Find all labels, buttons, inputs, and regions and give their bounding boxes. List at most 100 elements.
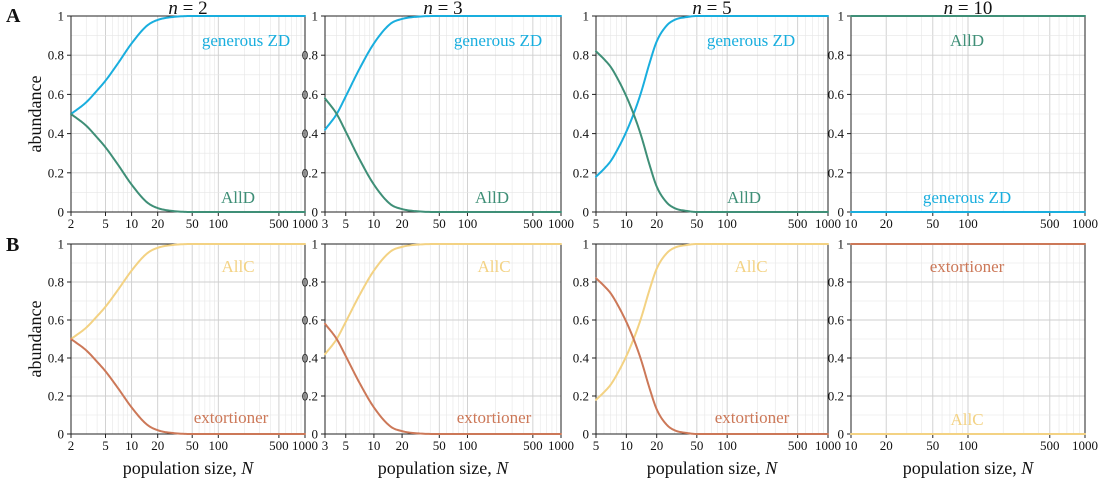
- x-tick-label: 50: [926, 438, 939, 453]
- y-tick-label: 0.2: [302, 389, 318, 404]
- y-tick-label: 1: [312, 9, 319, 24]
- y-axis-label: abundance: [25, 76, 45, 153]
- x-tick-label: 100: [209, 216, 229, 231]
- panel-b-n3: [324, 243, 562, 435]
- series-label-extortioner: extortioner: [457, 408, 532, 427]
- x-tick-label: 5: [102, 438, 109, 453]
- x-tick-label: 5: [102, 216, 109, 231]
- y-tick-label: 0.4: [302, 351, 319, 366]
- x-tick-label: 1000: [292, 216, 318, 231]
- x-tick-label: 100: [958, 216, 978, 231]
- y-tick-label: 0.8: [828, 48, 844, 63]
- series-line-extortioner: [595, 277, 829, 435]
- y-tick-label: 0.6: [302, 313, 319, 328]
- y-tick-label: 0.6: [48, 313, 65, 328]
- y-tick-label: 1: [312, 237, 319, 252]
- column-title: n = 5: [692, 0, 731, 19]
- x-tick-label: 500: [788, 438, 808, 453]
- series-line-generous-zd: [324, 15, 562, 131]
- x-tick-label: 10: [125, 438, 138, 453]
- grid-layer: [70, 15, 1086, 435]
- x-tick-label: 10: [620, 216, 633, 231]
- x-tick-label: 3: [322, 438, 329, 453]
- text-layer: 2 5 10 20 50 100 500 100000.20.40.60.81generous…: [6, 0, 1098, 478]
- y-tick-label: 0: [312, 205, 319, 220]
- y-tick-label: 0.2: [48, 389, 64, 404]
- series-line-alld: [70, 113, 306, 213]
- column-title-eq: = 2: [178, 0, 208, 19]
- y-tick-label: 0.8: [48, 48, 64, 63]
- column-title-var: n: [944, 0, 954, 19]
- x-tick-label: 1000: [1072, 438, 1098, 453]
- y-tick-label: 0.4: [48, 351, 65, 366]
- x-axis-label-prefix: population size,: [123, 458, 241, 478]
- y-tick-label: 0: [838, 205, 845, 220]
- column-title: n = 3: [423, 0, 462, 19]
- y-tick-label: 1: [583, 237, 590, 252]
- y-tick-label: 0.8: [573, 48, 589, 63]
- panel-a-n2: [70, 15, 306, 213]
- x-axis-label: population size, N: [378, 458, 509, 478]
- x-axis-label: population size, N: [903, 458, 1034, 478]
- y-tick-label: 1: [58, 237, 65, 252]
- x-tick-label: 10: [125, 216, 138, 231]
- x-tick-label: 500: [1040, 216, 1060, 231]
- x-tick-label: 50: [926, 216, 939, 231]
- x-axis-label-var: N: [495, 458, 509, 478]
- x-tick-label: 5: [343, 216, 350, 231]
- column-title-eq: = 3: [433, 0, 463, 19]
- y-tick-label: 0.4: [573, 126, 590, 141]
- x-tick-label: 5: [593, 216, 600, 231]
- series-line-generous-zd: [595, 15, 829, 178]
- y-tick-label: 0.4: [302, 126, 319, 141]
- column-title-var: n: [692, 0, 702, 19]
- panel-b-n2: [70, 243, 306, 435]
- y-tick-label: 0: [58, 427, 65, 442]
- series-label-extortioner: extortioner: [194, 408, 269, 427]
- x-tick-label: 50: [433, 438, 446, 453]
- y-tick-label: 0.4: [828, 351, 845, 366]
- y-tick-label: 0.6: [48, 87, 65, 102]
- x-axis-label-prefix: population size,: [903, 458, 1021, 478]
- series-layer: [70, 15, 1086, 435]
- series-line-allc: [324, 243, 562, 356]
- x-axis-label-prefix: population size,: [378, 458, 496, 478]
- y-tick-label: 1: [838, 237, 845, 252]
- y-tick-label: 0.2: [573, 389, 589, 404]
- x-tick-label: 10: [620, 438, 633, 453]
- x-tick-label: 10: [367, 216, 380, 231]
- series-label-alld: AllD: [221, 188, 255, 207]
- x-tick-label: 2: [68, 216, 75, 231]
- y-tick-label: 0.2: [48, 165, 64, 180]
- x-tick-label: 20: [880, 438, 893, 453]
- y-tick-label: 0: [583, 427, 590, 442]
- y-tick-label: 0.6: [828, 87, 845, 102]
- x-tick-label: 100: [717, 216, 737, 231]
- series-label-alld: AllD: [475, 188, 509, 207]
- series-line-extortioner: [70, 338, 306, 435]
- series-line-extortioner: [324, 322, 562, 435]
- series-label-allc: AllC: [950, 410, 983, 429]
- column-title-var: n: [423, 0, 433, 19]
- y-tick-label: 0.6: [573, 313, 590, 328]
- x-tick-label: 10: [845, 438, 858, 453]
- y-tick-label: 0: [58, 205, 65, 220]
- series-label-alld: AllD: [727, 188, 761, 207]
- series-label-extortioner: extortioner: [715, 408, 790, 427]
- x-tick-label: 3: [322, 216, 329, 231]
- y-tick-label: 0: [312, 427, 319, 442]
- y-tick-label: 1: [58, 9, 65, 24]
- x-tick-label: 1000: [548, 216, 574, 231]
- y-tick-label: 0.4: [828, 126, 845, 141]
- x-tick-label: 20: [650, 216, 663, 231]
- x-tick-label: 5: [593, 438, 600, 453]
- series-label-generous-zd: generous ZD: [454, 31, 542, 50]
- y-tick-label: 0.2: [573, 165, 589, 180]
- y-tick-label: 0.2: [828, 389, 844, 404]
- y-tick-label: 0: [583, 205, 590, 220]
- y-tick-label: 0.8: [302, 275, 318, 290]
- x-tick-label: 50: [690, 438, 703, 453]
- y-tick-label: 0.6: [573, 87, 590, 102]
- x-tick-label: 100: [458, 216, 478, 231]
